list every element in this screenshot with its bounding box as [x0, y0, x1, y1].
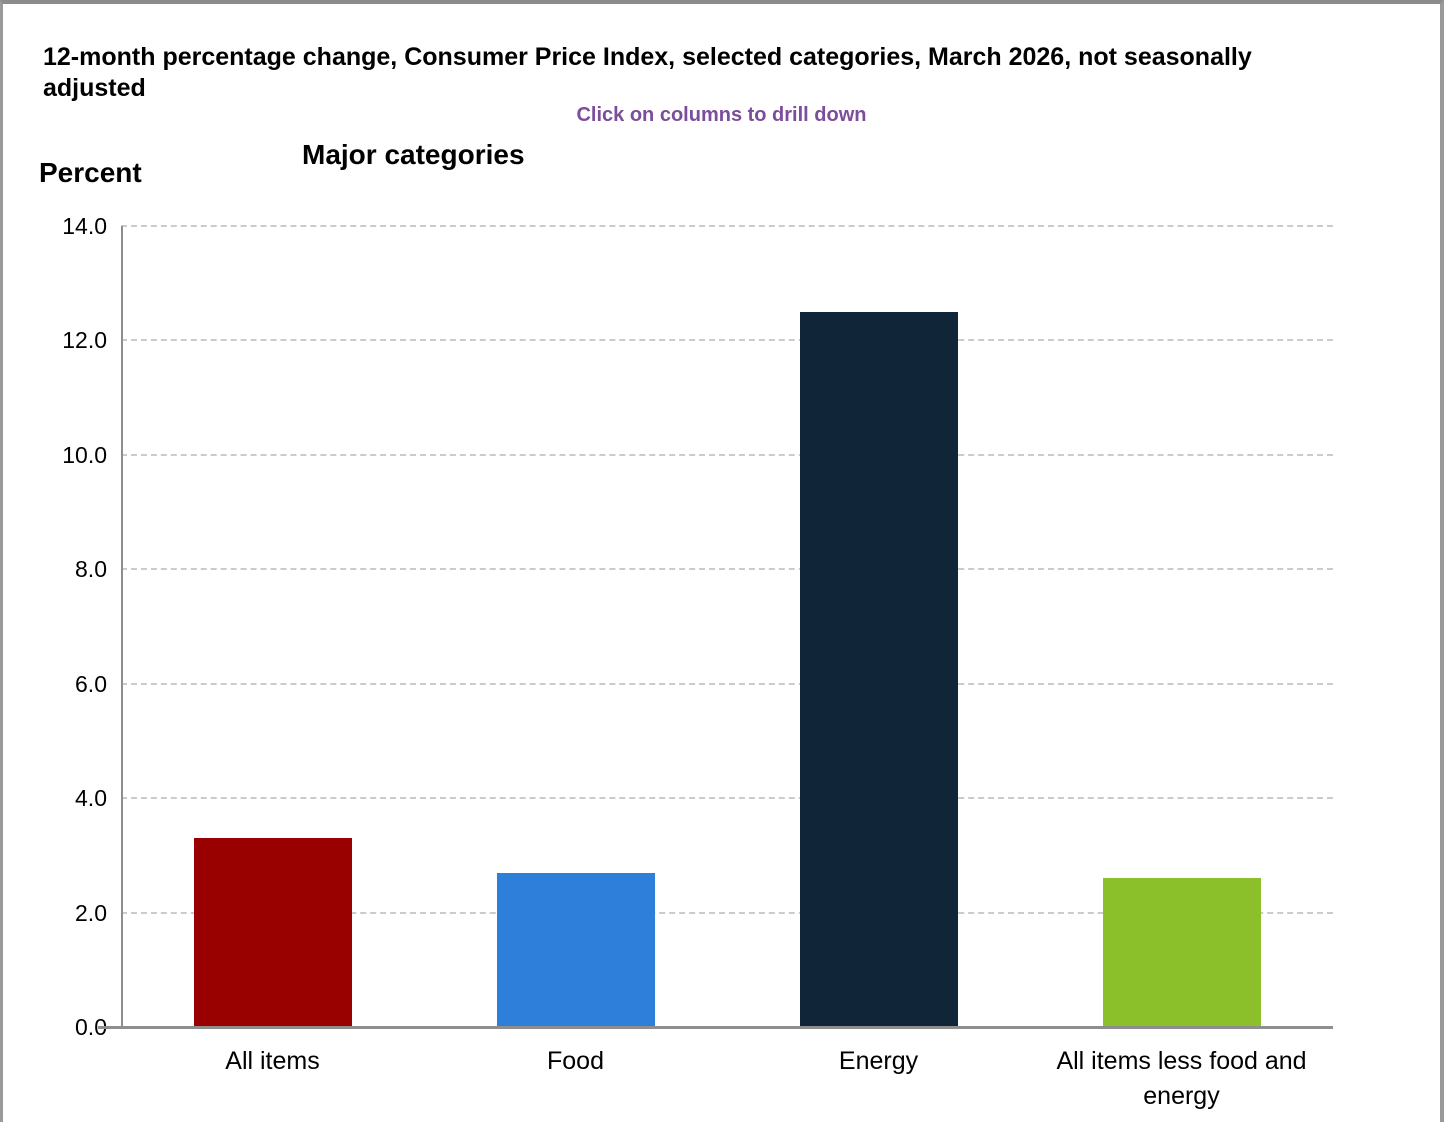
y-tick-label: 12.0: [62, 327, 107, 354]
y-tick-label: 2.0: [75, 899, 107, 926]
y-tick-label: 8.0: [75, 556, 107, 583]
gridline-6: [121, 682, 1333, 685]
y-axis-line: [121, 226, 123, 1027]
x-category-label: Energy: [838, 1047, 919, 1075]
y-axis-unit-label: Percent: [39, 157, 142, 188]
y-tick-label: 0.0: [75, 1014, 107, 1040]
x-axis-line: [98, 1026, 1333, 1029]
gridline-10: [121, 453, 1333, 456]
x-category-label: All items less food and energy: [1056, 1047, 1307, 1110]
x-category-label: Food: [547, 1047, 604, 1075]
bar-all-items[interactable]: [193, 838, 352, 1027]
gridline-12: [121, 339, 1333, 342]
gridline-2: [121, 911, 1333, 914]
bar-energy[interactable]: [799, 311, 958, 1027]
bar-all-items-less-food-and-energy[interactable]: [1102, 878, 1261, 1027]
y-tick-label: 14.0: [62, 213, 107, 239]
bar-food[interactable]: [496, 872, 655, 1027]
y-tick-label: 4.0: [75, 785, 107, 812]
gridline-8: [121, 568, 1333, 571]
y-tick-label: 10.0: [62, 441, 107, 468]
y-tick-label: 6.0: [75, 670, 107, 697]
plot-area: 0.0 2.0 4.0 6.0 8.0 10.0 12.0 14.0 All items Food…: [3, 4, 1440, 1122]
x-category-label: All items: [225, 1047, 320, 1075]
gridline-14: [121, 225, 1333, 227]
page-title: 12-month percentage change, Consumer Pri…: [43, 43, 1252, 102]
chart-title: Major categories: [302, 139, 525, 170]
gridline-4: [121, 797, 1333, 800]
drilldown-hint: Click on columns to drill down: [576, 104, 867, 126]
